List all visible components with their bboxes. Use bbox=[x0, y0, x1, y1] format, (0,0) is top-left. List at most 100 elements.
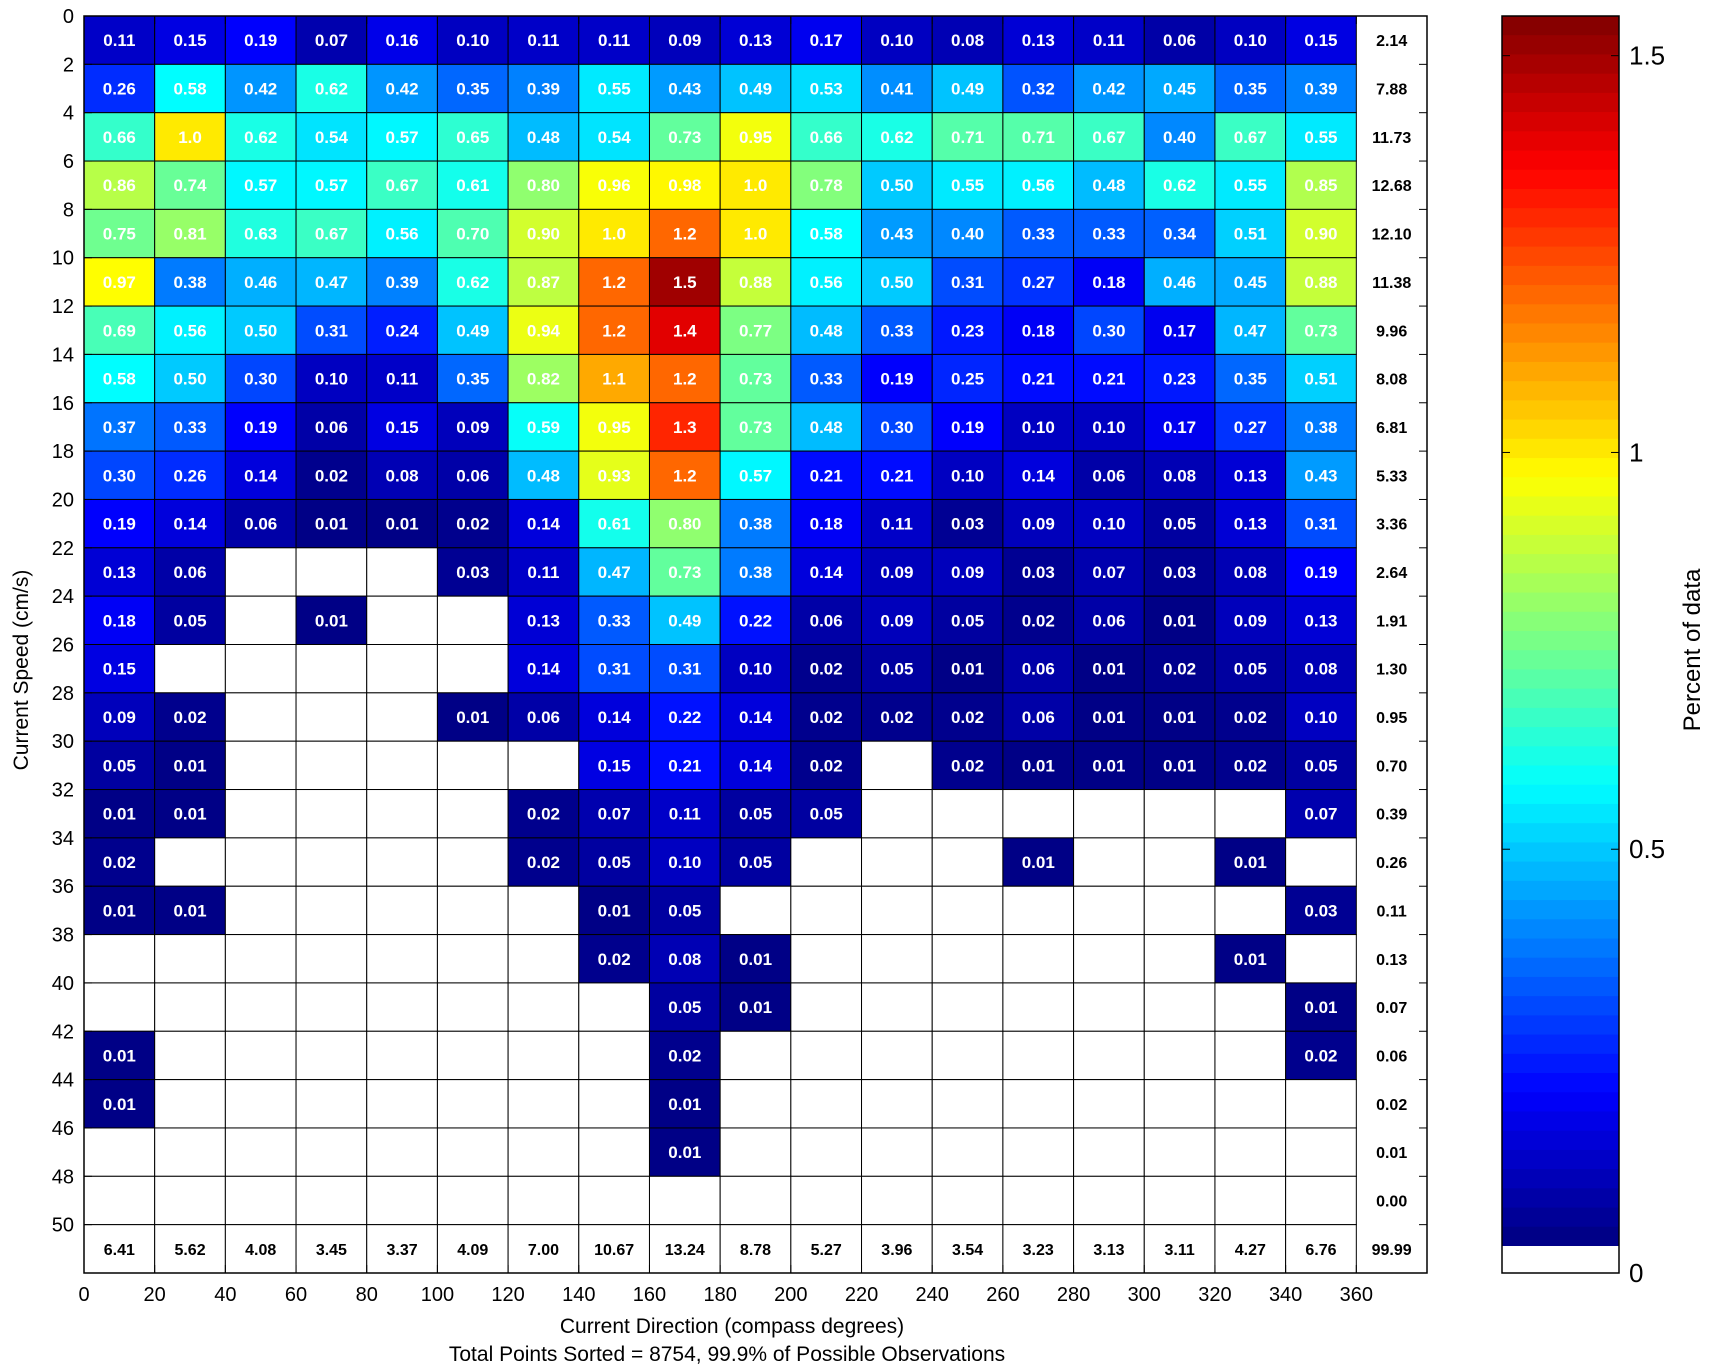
row-total-label: 0.39 bbox=[1376, 807, 1407, 824]
cell-value-label: 0.02 bbox=[1234, 708, 1267, 727]
heatmap-cell bbox=[1002, 450, 1075, 500]
cell-value-label: 0.01 bbox=[173, 805, 206, 824]
cell-value-label: 0.19 bbox=[951, 418, 984, 437]
heatmap-cell bbox=[1143, 1175, 1216, 1226]
heatmap-cell bbox=[578, 160, 650, 210]
column-total-cell bbox=[1073, 1224, 1145, 1274]
cell-value-label: 0.18 bbox=[810, 515, 843, 534]
cell-value-label: 0.18 bbox=[1092, 273, 1125, 292]
colorbar-band bbox=[1502, 246, 1619, 267]
heatmap-cell bbox=[83, 353, 156, 404]
heatmap-cell bbox=[1073, 15, 1145, 65]
cell-value-label: 0.16 bbox=[386, 31, 419, 50]
heatmap-cell bbox=[1285, 257, 1357, 307]
column-total-label: 3.11 bbox=[1164, 1242, 1194, 1259]
heatmap-cell bbox=[366, 1079, 438, 1129]
column-total-label: 4.09 bbox=[457, 1242, 488, 1259]
colorbar-band bbox=[1502, 73, 1619, 94]
colorbar-band bbox=[1502, 54, 1619, 75]
heatmap-cell bbox=[1214, 595, 1287, 646]
cell-value-label: 0.67 bbox=[315, 225, 348, 244]
heatmap-cell bbox=[578, 547, 650, 597]
heatmap-cell bbox=[507, 982, 580, 1032]
heatmap-cell bbox=[83, 692, 156, 742]
column-total-cell bbox=[719, 1224, 792, 1274]
heatmap-cell bbox=[295, 595, 368, 646]
cell-value-label: 0.01 bbox=[173, 901, 206, 920]
cell-value-label: 0.71 bbox=[1022, 128, 1055, 147]
cell-value-label: 0.11 bbox=[669, 805, 701, 824]
column-total-cell bbox=[295, 1224, 368, 1274]
heatmap-cell-labels: 0.11 0.15 0.19 0.07 0.16 0.10 0.11 0.11 0.09 0.13… bbox=[103, 31, 1338, 1162]
colorbar-band bbox=[1502, 823, 1619, 844]
cell-value-label: 0.10 bbox=[951, 466, 984, 485]
heatmap-cell bbox=[1002, 305, 1075, 355]
heatmap-cell bbox=[295, 789, 368, 839]
heatmap-cell bbox=[1002, 498, 1075, 549]
heatmap-cell bbox=[154, 1079, 226, 1129]
heatmap-cell bbox=[578, 789, 650, 839]
heatmap-cell bbox=[719, 982, 792, 1032]
x-tick-label: 20 bbox=[144, 1284, 166, 1306]
heatmap-cell bbox=[648, 982, 721, 1032]
heatmap-cell bbox=[931, 885, 1004, 936]
cell-value-label: 0.02 bbox=[527, 853, 560, 872]
heatmap-cell bbox=[648, 257, 721, 307]
heatmap-cell bbox=[224, 15, 297, 65]
cell-value-label: 0.06 bbox=[1092, 466, 1125, 485]
colorbar-band bbox=[1502, 573, 1619, 594]
colorbar-band bbox=[1502, 515, 1619, 536]
cell-value-label: 0.01 bbox=[598, 901, 631, 920]
heatmap-cell bbox=[931, 692, 1004, 742]
cell-value-label: 0.09 bbox=[103, 708, 136, 727]
x-tick-label: 200 bbox=[774, 1284, 807, 1306]
column-total-label: 3.45 bbox=[316, 1242, 347, 1259]
heatmap-cell bbox=[648, 1175, 721, 1226]
cell-value-label: 0.39 bbox=[386, 273, 419, 292]
heatmap-cell bbox=[224, 885, 297, 936]
cell-value-label: 0.05 bbox=[739, 853, 772, 872]
heatmap-cell bbox=[931, 740, 1004, 791]
y-tick-label: 12 bbox=[52, 296, 74, 318]
column-total-cell bbox=[578, 1224, 650, 1274]
cell-value-label: 0.08 bbox=[1234, 563, 1267, 582]
heatmap-cell bbox=[507, 644, 580, 694]
cell-value-label: 0.10 bbox=[456, 31, 489, 50]
cell-value-label: 0.05 bbox=[1234, 660, 1267, 679]
cell-value-label: 0.22 bbox=[739, 611, 772, 630]
cell-value-label: 1.2 bbox=[602, 273, 626, 292]
cell-value-label: 0.05 bbox=[598, 853, 631, 872]
cell-value-label: 0.05 bbox=[668, 901, 701, 920]
cell-value-label: 0.54 bbox=[315, 128, 349, 147]
cell-value-label: 0.45 bbox=[1163, 80, 1196, 99]
cell-value-label: 0.56 bbox=[173, 321, 206, 340]
cell-value-label: 0.73 bbox=[668, 563, 701, 582]
cell-value-label: 0.02 bbox=[598, 950, 631, 969]
colorbar-band bbox=[1502, 323, 1619, 344]
cell-value-label: 0.08 bbox=[1163, 466, 1196, 485]
heatmap-cell bbox=[1143, 595, 1216, 646]
cell-value-label: 0.01 bbox=[739, 998, 772, 1017]
heatmap-cell bbox=[1073, 934, 1145, 984]
heatmap-cell bbox=[1285, 450, 1357, 500]
y-tick-label: 6 bbox=[63, 151, 74, 173]
heatmap-cell bbox=[436, 837, 509, 887]
cell-value-label: 0.06 bbox=[810, 611, 843, 630]
heatmap-cell bbox=[366, 208, 438, 259]
heatmap-cell bbox=[1073, 789, 1145, 839]
heatmap-cell bbox=[648, 837, 721, 887]
cell-value-label: 0.01 bbox=[668, 1095, 701, 1114]
heatmap-cell bbox=[578, 257, 650, 307]
heatmap-cell bbox=[1073, 595, 1145, 646]
cell-value-label: 0.35 bbox=[456, 370, 489, 389]
column-total-cell bbox=[1143, 1224, 1216, 1274]
heatmap-cell bbox=[1285, 595, 1357, 646]
heatmap-cell bbox=[1073, 982, 1145, 1032]
heatmap-cell bbox=[1143, 934, 1216, 984]
heatmap-cell bbox=[154, 740, 226, 791]
cell-value-label: 0.40 bbox=[951, 225, 984, 244]
heatmap-cell bbox=[1002, 1127, 1075, 1177]
colorbar-band bbox=[1502, 1226, 1619, 1247]
colorbar-tick-label: 0 bbox=[1629, 1258, 1643, 1288]
heatmap-cell bbox=[790, 740, 863, 791]
